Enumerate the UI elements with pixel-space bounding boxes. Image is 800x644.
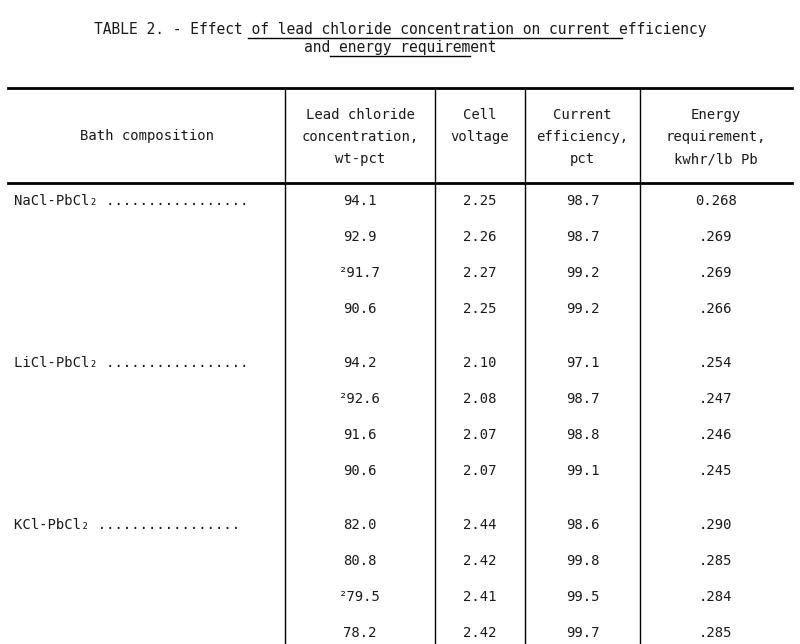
Text: .247: .247 — [699, 392, 733, 406]
Text: 2.27: 2.27 — [463, 266, 497, 280]
Text: kwhr/lb Pb: kwhr/lb Pb — [674, 152, 758, 166]
Text: 90.6: 90.6 — [343, 464, 377, 478]
Text: 2.10: 2.10 — [463, 356, 497, 370]
Text: 99.7: 99.7 — [566, 626, 599, 640]
Text: 90.6: 90.6 — [343, 302, 377, 316]
Text: .285: .285 — [699, 554, 733, 568]
Text: Lead chloride: Lead chloride — [306, 108, 414, 122]
Text: 91.6: 91.6 — [343, 428, 377, 442]
Text: 98.7: 98.7 — [566, 194, 599, 208]
Text: 0.268: 0.268 — [695, 194, 737, 208]
Text: 92.9: 92.9 — [343, 230, 377, 244]
Text: 98.7: 98.7 — [566, 230, 599, 244]
Text: 99.2: 99.2 — [566, 302, 599, 316]
Text: .284: .284 — [699, 590, 733, 604]
Text: TABLE 2. - Effect of lead chloride concentration on current efficiency: TABLE 2. - Effect of lead chloride conce… — [94, 22, 706, 37]
Text: ²92.6: ²92.6 — [339, 392, 381, 406]
Text: .269: .269 — [699, 230, 733, 244]
Text: ²91.7: ²91.7 — [339, 266, 381, 280]
Text: 2.07: 2.07 — [463, 464, 497, 478]
Text: 94.1: 94.1 — [343, 194, 377, 208]
Text: ²79.5: ²79.5 — [339, 590, 381, 604]
Text: NaCl-PbCl₂ .................: NaCl-PbCl₂ ................. — [14, 194, 249, 208]
Text: requirement,: requirement, — [666, 130, 766, 144]
Text: pct: pct — [570, 152, 595, 166]
Text: 2.26: 2.26 — [463, 230, 497, 244]
Text: KCl-PbCl₂ .................: KCl-PbCl₂ ................. — [14, 518, 240, 532]
Text: concentration,: concentration, — [302, 130, 418, 144]
Text: .254: .254 — [699, 356, 733, 370]
Text: 2.25: 2.25 — [463, 194, 497, 208]
Text: 80.8: 80.8 — [343, 554, 377, 568]
Text: 2.25: 2.25 — [463, 302, 497, 316]
Text: Bath composition: Bath composition — [79, 129, 214, 142]
Text: 2.44: 2.44 — [463, 518, 497, 532]
Text: and energy requirement: and energy requirement — [304, 40, 496, 55]
Text: 99.5: 99.5 — [566, 590, 599, 604]
Text: 94.2: 94.2 — [343, 356, 377, 370]
Text: .246: .246 — [699, 428, 733, 442]
Text: 98.6: 98.6 — [566, 518, 599, 532]
Text: 78.2: 78.2 — [343, 626, 377, 640]
Text: 99.1: 99.1 — [566, 464, 599, 478]
Text: .245: .245 — [699, 464, 733, 478]
Text: wt-pct: wt-pct — [335, 152, 385, 166]
Text: 2.41: 2.41 — [463, 590, 497, 604]
Text: 99.8: 99.8 — [566, 554, 599, 568]
Text: 2.08: 2.08 — [463, 392, 497, 406]
Text: LiCl-PbCl₂ .................: LiCl-PbCl₂ ................. — [14, 356, 249, 370]
Text: 97.1: 97.1 — [566, 356, 599, 370]
Text: 99.2: 99.2 — [566, 266, 599, 280]
Text: 2.42: 2.42 — [463, 626, 497, 640]
Text: .269: .269 — [699, 266, 733, 280]
Text: voltage: voltage — [450, 130, 510, 144]
Text: efficiency,: efficiency, — [537, 130, 629, 144]
Text: .285: .285 — [699, 626, 733, 640]
Text: Cell: Cell — [463, 108, 497, 122]
Text: .290: .290 — [699, 518, 733, 532]
Text: 98.7: 98.7 — [566, 392, 599, 406]
Text: 2.07: 2.07 — [463, 428, 497, 442]
Text: 2.42: 2.42 — [463, 554, 497, 568]
Text: 82.0: 82.0 — [343, 518, 377, 532]
Text: 98.8: 98.8 — [566, 428, 599, 442]
Text: Energy: Energy — [691, 108, 741, 122]
Text: .266: .266 — [699, 302, 733, 316]
Text: Current: Current — [553, 108, 612, 122]
